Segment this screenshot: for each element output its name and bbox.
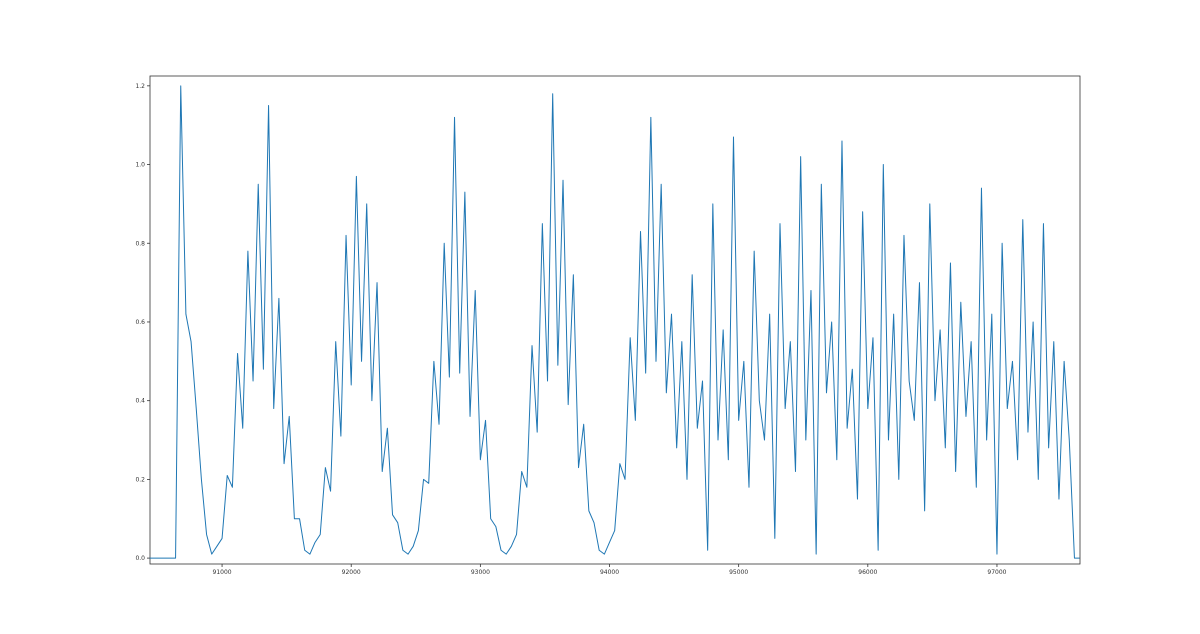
x-tick-label: 97000 [987, 569, 1006, 576]
y-tick-label: 0.6 [135, 319, 145, 326]
x-tick-label: 96000 [858, 569, 877, 576]
plot-frame [149, 75, 1081, 565]
x-tick-label: 92000 [342, 569, 361, 576]
y-tick-label: 1.2 [135, 83, 145, 90]
x-tick-label: 93000 [471, 569, 490, 576]
y-tick-label: 0.0 [135, 555, 145, 562]
y-tick-label: 0.8 [135, 240, 145, 247]
y-tick-label: 0.4 [135, 398, 145, 405]
x-tick-label: 91000 [213, 569, 232, 576]
x-tick-label: 94000 [600, 569, 619, 576]
y-tick-label: 0.2 [135, 476, 145, 483]
x-tick-label: 95000 [729, 569, 748, 576]
y-tick-label: 1.0 [135, 162, 145, 169]
data-line [149, 85, 1080, 559]
